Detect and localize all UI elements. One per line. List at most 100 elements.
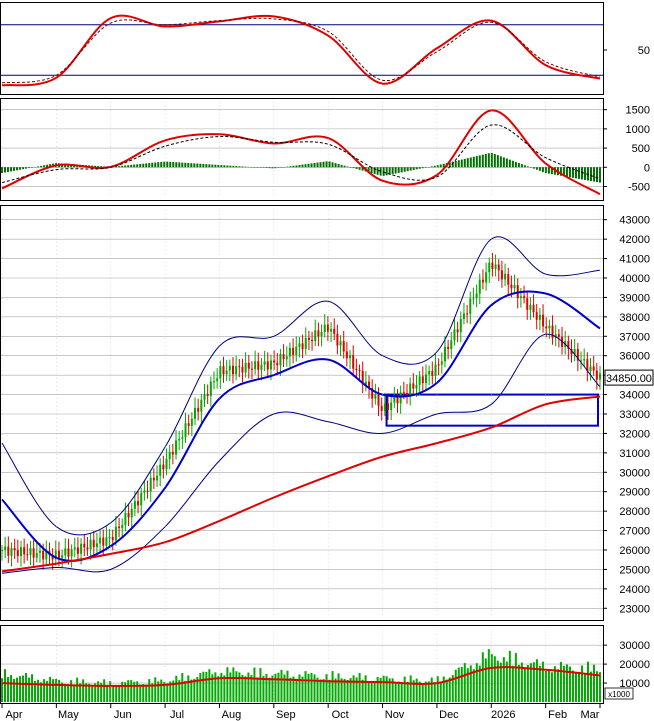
candle-body — [4, 546, 7, 550]
histogram-bar — [352, 167, 355, 169]
volume-bar — [346, 679, 349, 702]
candle-body — [586, 359, 589, 372]
stochastic-panel: 50 — [1, 14, 650, 87]
volume-bar — [220, 672, 223, 702]
y-tick-label: 50 — [638, 45, 650, 57]
volume-bar — [250, 675, 253, 702]
volume-bar — [307, 673, 310, 702]
histogram-bar — [283, 167, 286, 168]
histogram-bar — [457, 160, 460, 168]
histogram-bar — [241, 166, 244, 168]
histogram-bar — [349, 167, 352, 168]
candle-body — [459, 318, 462, 333]
volume-bar — [310, 672, 313, 702]
volume-bar — [265, 673, 268, 702]
volume-bar — [439, 682, 442, 702]
volume-bar — [553, 666, 556, 702]
volume-bar — [289, 677, 292, 702]
histogram-bar — [544, 167, 547, 174]
volume-bar — [568, 666, 571, 702]
candle-body — [399, 392, 402, 404]
histogram-bar — [541, 167, 544, 173]
volume-bar — [475, 663, 478, 702]
volume-bar — [493, 656, 496, 702]
candle-body — [127, 512, 130, 518]
histogram-bar — [196, 163, 199, 168]
histogram-bar — [160, 161, 163, 168]
histogram-bar — [586, 167, 589, 181]
candle-body — [475, 293, 478, 299]
candle-body — [118, 526, 121, 529]
histogram-bar — [373, 167, 376, 174]
volume-bar — [256, 677, 259, 702]
histogram-bar — [250, 167, 253, 168]
volume-bar — [118, 685, 121, 702]
candle-body — [156, 475, 159, 481]
histogram-bar — [490, 152, 493, 168]
volume-bar — [181, 673, 184, 702]
volume-bar — [94, 683, 97, 702]
volume-bar — [88, 683, 91, 702]
volume-bar — [487, 649, 490, 702]
volume-bar — [283, 674, 286, 702]
candle-body — [194, 407, 197, 419]
histogram-bar — [487, 153, 490, 168]
d-line — [1, 17, 601, 84]
volume-bar — [55, 678, 58, 702]
volume-bar — [238, 672, 241, 702]
candle-body — [488, 262, 491, 273]
histogram-bar — [307, 163, 310, 168]
volume-bar — [277, 672, 280, 702]
histogram-bar — [127, 165, 130, 168]
candle-body — [580, 360, 583, 362]
histogram-bar — [391, 167, 394, 175]
candle-body — [269, 360, 272, 370]
volume-bar — [445, 679, 448, 702]
volume-bar — [49, 676, 52, 702]
histogram-bar — [592, 167, 595, 182]
volume-bar — [217, 676, 220, 702]
histogram-bar — [253, 167, 256, 168]
candle-body — [57, 550, 60, 558]
volume-bar — [460, 666, 463, 702]
histogram-bar — [574, 167, 577, 179]
histogram-bar — [139, 163, 142, 168]
histogram-bar — [163, 161, 166, 168]
histogram-bar — [256, 167, 259, 168]
price-panel-frame — [0, 205, 604, 621]
candle-body — [143, 490, 146, 493]
volume-bar — [223, 675, 226, 702]
candle-body — [111, 537, 114, 541]
volume-bar — [85, 683, 88, 702]
y-tick-label: 28000 — [619, 506, 650, 518]
volume-bar — [400, 682, 403, 702]
candle-body — [342, 341, 345, 352]
candle-body — [89, 539, 92, 550]
candle-body — [35, 552, 38, 558]
candle-body — [330, 328, 333, 332]
histogram-bar — [130, 164, 133, 168]
candle-body — [478, 279, 481, 294]
histogram-bar — [505, 158, 508, 168]
histogram-bar — [157, 162, 160, 168]
x-tick-label: Dec — [439, 709, 459, 721]
histogram-bar — [232, 165, 235, 168]
volume-bar — [61, 682, 64, 702]
candle-body — [345, 351, 348, 359]
volume-bar — [28, 677, 31, 702]
histogram-bar — [415, 167, 418, 170]
volume-bar — [409, 675, 412, 702]
candle-body — [466, 313, 469, 315]
histogram-bar — [118, 166, 121, 168]
histogram-bar — [565, 167, 568, 177]
volume-bar — [367, 681, 370, 702]
candle-body — [450, 340, 453, 350]
candle-body — [250, 368, 253, 370]
histogram-bar — [136, 164, 139, 168]
candle-body — [317, 330, 320, 337]
volume-bar — [571, 670, 574, 702]
x-tick-label: Nov — [385, 709, 405, 721]
volume-bar — [511, 665, 514, 702]
volume-bar — [211, 674, 214, 702]
volume-bar — [214, 672, 217, 702]
